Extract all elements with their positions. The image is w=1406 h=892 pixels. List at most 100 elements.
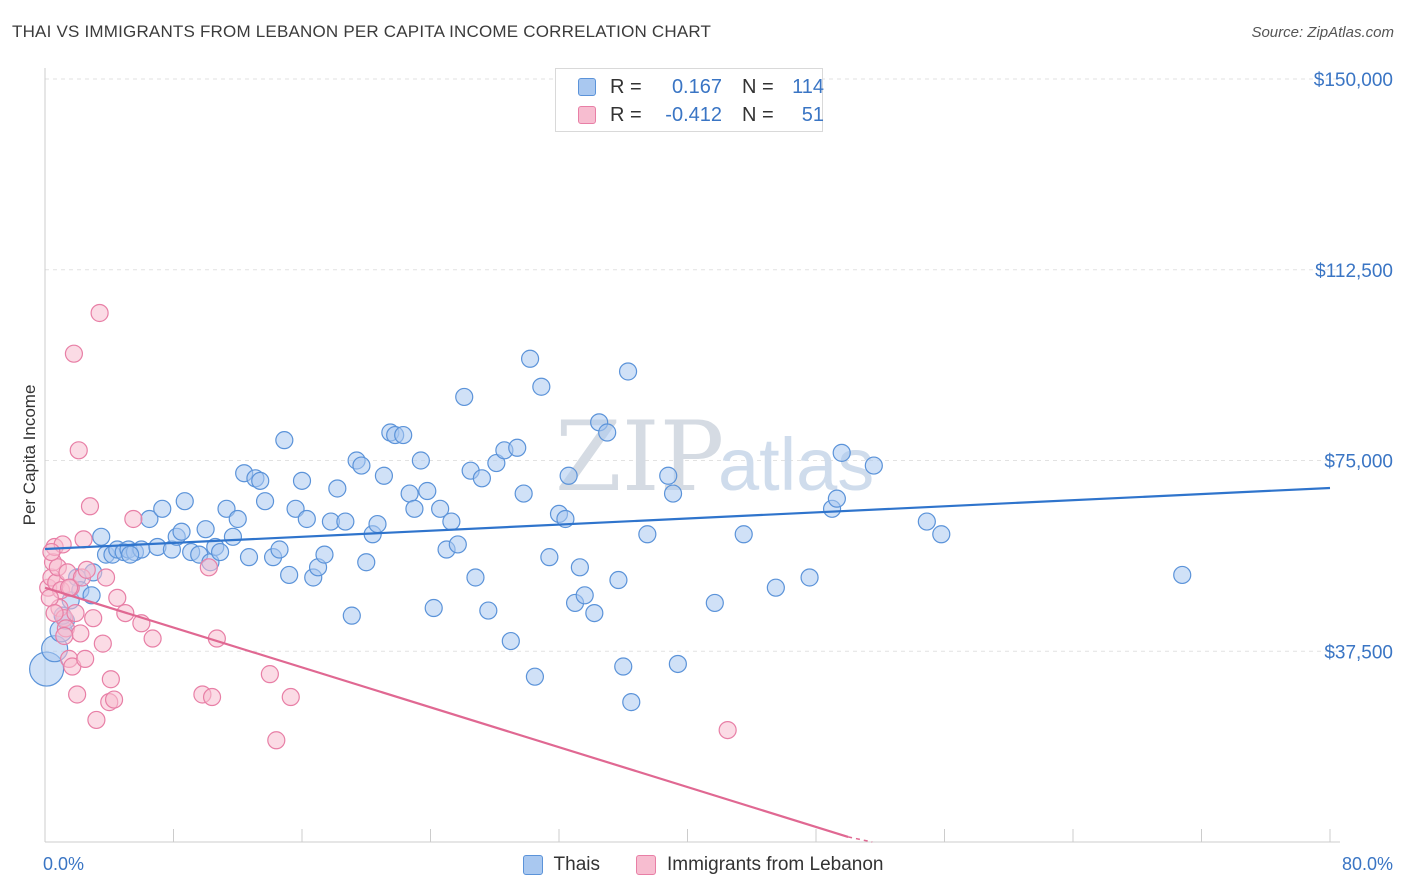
point-thais xyxy=(374,466,394,485)
point-thais xyxy=(270,540,289,559)
stats-row-lebanon: R = -0.412 N = 51 xyxy=(578,101,824,129)
point-thais xyxy=(466,568,485,587)
point-thais xyxy=(932,525,951,544)
point-thais xyxy=(153,499,172,518)
stats-swatch-lebanon xyxy=(578,106,596,124)
point-lebanon xyxy=(90,303,109,323)
legend: Thais Immigrants from Lebanon xyxy=(0,852,1406,878)
point-thais xyxy=(336,512,355,531)
legend-label-thais: Thais xyxy=(553,854,600,875)
point-thais xyxy=(832,443,851,462)
n-label: N = xyxy=(742,103,774,126)
trend-line-lebanon-extension xyxy=(847,836,873,843)
point-thais xyxy=(622,693,641,712)
y-tick-labels: $150,000 $112,500 $75,000 $37,500 xyxy=(1314,70,1393,663)
point-thais xyxy=(442,512,461,531)
point-thais xyxy=(400,484,419,503)
series-thais-points xyxy=(29,349,1192,712)
legend-item-lebanon[interactable]: Immigrants from Lebanon xyxy=(635,854,884,876)
y-tick-label: $75,000 xyxy=(1324,452,1393,473)
stats-row-thais: R = 0.167 N = 114 xyxy=(578,73,824,101)
point-thais xyxy=(172,522,191,541)
point-lebanon xyxy=(104,690,124,709)
point-lebanon xyxy=(124,509,143,529)
point-thais xyxy=(508,438,527,457)
trend-line-thais xyxy=(44,486,1331,551)
point-thais xyxy=(92,527,111,546)
legend-label-lebanon: Immigrants from Lebanon xyxy=(666,854,884,875)
point-thais xyxy=(239,548,259,567)
legend-swatch-lebanon xyxy=(635,855,656,875)
point-thais xyxy=(1173,565,1192,585)
point-lebanon xyxy=(143,629,162,648)
point-thais xyxy=(479,601,498,620)
point-lebanon xyxy=(87,710,106,730)
point-lebanon xyxy=(101,670,120,689)
point-thais xyxy=(570,558,589,577)
point-thais xyxy=(609,570,628,590)
point-thais xyxy=(328,479,347,498)
watermark-atlas: atlas xyxy=(718,423,874,506)
point-thais xyxy=(663,484,683,503)
trend-lines xyxy=(44,486,1331,843)
point-thais xyxy=(255,492,275,511)
point-thais xyxy=(705,593,724,613)
r-value: -0.412 xyxy=(665,103,722,126)
point-thais xyxy=(368,514,387,534)
point-thais xyxy=(614,657,633,676)
point-lebanon xyxy=(96,568,116,587)
point-thais xyxy=(251,471,270,490)
r-label: R = xyxy=(610,75,642,98)
point-thais xyxy=(405,499,424,518)
point-thais xyxy=(734,525,753,544)
y-tick-label: $150,000 xyxy=(1314,70,1393,91)
point-thais xyxy=(228,509,247,529)
point-lebanon xyxy=(281,687,300,707)
legend-item-thais[interactable]: Thais xyxy=(522,854,600,876)
point-thais xyxy=(418,481,437,501)
point-thais xyxy=(175,492,194,511)
point-thais xyxy=(297,509,316,529)
point-lebanon xyxy=(69,441,88,460)
point-lebanon xyxy=(42,542,61,562)
point-thais xyxy=(223,527,243,546)
point-thais xyxy=(575,586,594,605)
point-thais xyxy=(598,423,617,442)
point-thais xyxy=(431,499,450,518)
point-thais xyxy=(638,525,657,544)
point-thais xyxy=(585,603,604,623)
stats-box: R = 0.167 N = 114 R = -0.412 N = 51 xyxy=(555,68,824,132)
source-credit: Source: ZipAtlas.com xyxy=(1251,24,1394,41)
point-lebanon xyxy=(93,634,112,653)
point-thais xyxy=(82,586,101,605)
point-thais xyxy=(121,545,140,564)
point-thais xyxy=(514,484,533,503)
point-lebanon xyxy=(108,588,127,607)
point-thais xyxy=(352,456,371,475)
stats-swatch-thais xyxy=(578,78,596,96)
x-tick-label-right: 80.0% xyxy=(1342,854,1393,874)
series-lebanon-points xyxy=(39,303,737,750)
point-thais xyxy=(342,606,361,625)
r-value: 0.167 xyxy=(671,75,722,98)
watermark-zip: ZIP xyxy=(555,401,724,513)
point-thais xyxy=(448,535,467,554)
point-lebanon xyxy=(64,344,84,363)
point-thais xyxy=(618,362,638,381)
point-thais xyxy=(292,471,312,490)
y-axis-label: Per Capita Income xyxy=(20,385,39,526)
point-lebanon xyxy=(76,649,95,668)
point-thais xyxy=(196,520,215,539)
point-lebanon xyxy=(80,497,100,516)
point-lebanon xyxy=(45,603,64,623)
n-value: 114 xyxy=(792,75,824,98)
r-label: R = xyxy=(610,103,642,126)
point-thais xyxy=(280,565,299,585)
point-lebanon xyxy=(71,624,90,643)
point-lebanon xyxy=(718,720,737,740)
point-thais xyxy=(532,377,551,396)
point-thais xyxy=(864,456,883,475)
y-tick-label: $112,500 xyxy=(1315,261,1393,282)
point-lebanon xyxy=(202,687,222,707)
